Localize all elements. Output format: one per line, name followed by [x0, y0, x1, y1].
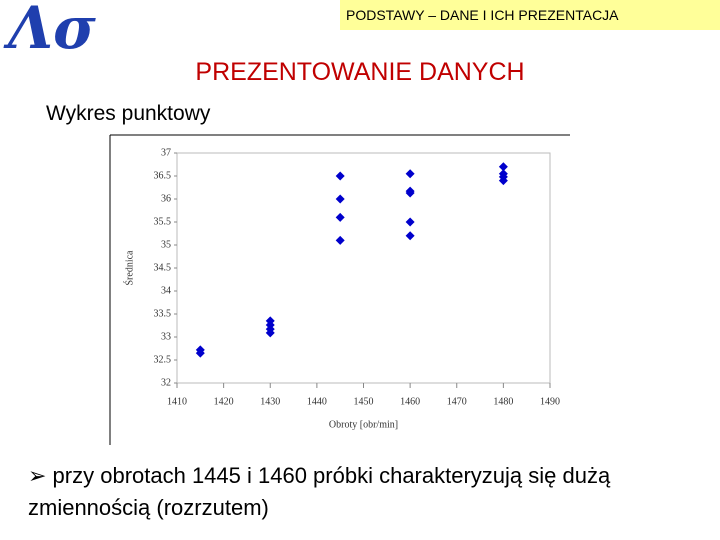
y-tick-label: 34.5: [154, 262, 172, 273]
y-tick-label: 37: [161, 147, 171, 158]
y-tick-label: 35: [161, 239, 171, 250]
point: [405, 231, 415, 241]
header: PODSTAWY – DANE I ICH PREZENTACJA: [340, 0, 720, 30]
x-tick-label: 1430: [260, 396, 280, 407]
point: [265, 328, 275, 338]
y-axis-label: Średnica: [123, 250, 135, 286]
bullet: ➢ przy obrotach 1445 i 1460 próbki chara…: [28, 460, 688, 524]
x-tick-label: 1480: [493, 396, 513, 407]
point: [498, 176, 508, 186]
x-axis-label: Obroty [obr/min]: [329, 419, 398, 430]
slide-title: PREZENTOWANIE DANYCH: [195, 58, 525, 86]
x-tick-label: 1450: [354, 396, 374, 407]
point: [195, 348, 205, 358]
plot-area: [176, 152, 551, 384]
bullet-text: przy obrotach 1445 i 1460 próbki charakt…: [28, 463, 611, 520]
point: [335, 212, 345, 222]
point: [405, 169, 415, 179]
y-tick-label: 33: [161, 331, 171, 342]
point: [405, 217, 415, 227]
x-tick-label: 1460: [400, 396, 420, 407]
y-tick-label: 32: [161, 377, 171, 388]
x-tick-label: 1440: [307, 396, 327, 407]
logo: Λσ: [8, 0, 96, 62]
x-tick-label: 1410: [167, 396, 187, 407]
subtitle: Wykres punktowy: [46, 102, 211, 125]
y-tick-label: 35.5: [154, 216, 172, 227]
x-tick-label: 1420: [214, 396, 234, 407]
x-tick-label: 1470: [447, 396, 467, 407]
point: [335, 235, 345, 245]
x-tick-label: 1490: [540, 396, 560, 407]
y-tick-label: 32.5: [154, 354, 172, 365]
point: [335, 194, 345, 204]
y-tick-label: 36.5: [154, 170, 172, 181]
y-tick-label: 36: [161, 193, 171, 204]
point: [498, 162, 508, 172]
y-tick-label: 34: [161, 285, 171, 296]
y-tick-label: 33.5: [154, 308, 172, 319]
bullet-arrow: ➢: [28, 463, 53, 488]
point: [405, 188, 415, 198]
point: [335, 171, 345, 181]
